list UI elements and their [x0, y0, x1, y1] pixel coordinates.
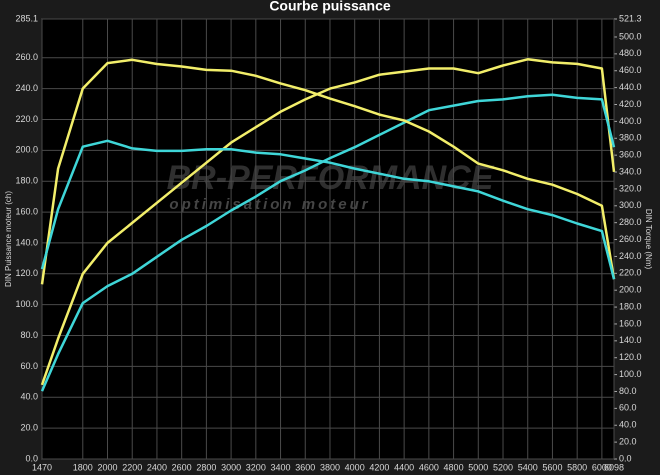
y2-tick-label: 340.0 — [619, 166, 642, 176]
y2-tick-label: 480.0 — [619, 48, 642, 58]
y-tick-label: 260.0 — [15, 52, 38, 62]
x-tick-label: 3400 — [271, 462, 291, 472]
x-tick-label: 4400 — [394, 462, 414, 472]
y-tick-label: 60.0 — [20, 361, 38, 371]
x-tick-label: 2400 — [147, 462, 167, 472]
y-tick-label: 140.0 — [15, 237, 38, 247]
y2-axis-title: DIN Torque (Nm) — [644, 209, 653, 270]
y2-tick-label: 200.0 — [619, 285, 642, 295]
y2-tick-label: 0.0 — [619, 453, 632, 463]
y-tick-label: 0.0 — [25, 453, 38, 463]
x-tick-label: 4000 — [345, 462, 365, 472]
y-tick-label: 20.0 — [20, 423, 38, 433]
y-tick-label: 200.0 — [15, 145, 38, 155]
y2-tick-label: 500.0 — [619, 31, 642, 41]
series-line — [40, 58, 616, 285]
y-tick-label: 120.0 — [15, 268, 38, 278]
y-tick-label: 285.1 — [15, 13, 38, 23]
y2-tick-label: 320.0 — [619, 183, 642, 193]
y-axis-title: DIN Puissance moteur (ch) — [4, 191, 13, 287]
y2-tick-label: 360.0 — [619, 150, 642, 160]
y2-tick-label: 140.0 — [619, 335, 642, 345]
x-tick-label: 5600 — [542, 462, 562, 472]
watermark: BR-PERFORMANCE — [167, 159, 495, 197]
y2-tick-label: 440.0 — [619, 82, 642, 92]
y2-tick-label: 240.0 — [619, 251, 642, 261]
x-tick-label: 6000 — [592, 462, 612, 472]
x-tick-label: 3200 — [246, 462, 266, 472]
y2-tick-label: 60.0 — [619, 403, 637, 413]
chart-title: Courbe puissance — [269, 0, 391, 14]
y2-tick-label: 420.0 — [619, 99, 642, 109]
x-tick-label: 4600 — [419, 462, 439, 472]
y2-tick-label: 380.0 — [619, 133, 642, 143]
x-tick-label: 6098 — [604, 462, 624, 472]
x-tick-label: 1470 — [32, 462, 52, 472]
y2-tick-label: 120.0 — [619, 352, 642, 362]
y-tick-label: 100.0 — [15, 299, 38, 309]
x-tick-label: 5200 — [493, 462, 513, 472]
y-tick-label: 160.0 — [15, 206, 38, 216]
x-tick-label: 3800 — [320, 462, 340, 472]
x-tick-label: 2600 — [172, 462, 192, 472]
x-tick-label: 3600 — [295, 462, 315, 472]
y-tick-label: 220.0 — [15, 114, 38, 124]
series-line — [40, 93, 616, 392]
plot-area — [41, 18, 615, 460]
y2-tick-label: 260.0 — [619, 234, 642, 244]
y2-tick-label: 220.0 — [619, 268, 642, 278]
x-tick-label: 3000 — [221, 462, 241, 472]
y-tick-label: 80.0 — [20, 330, 38, 340]
y2-tick-label: 280.0 — [619, 217, 642, 227]
y2-tick-label: 80.0 — [619, 386, 637, 396]
x-tick-label: 5400 — [518, 462, 538, 472]
y2-tick-label: 460.0 — [619, 65, 642, 75]
x-tick-label: 2200 — [122, 462, 142, 472]
x-tick-label: 5000 — [468, 462, 488, 472]
y2-tick-label: 180.0 — [619, 301, 642, 311]
y-tick-label: 40.0 — [20, 392, 38, 402]
x-tick-label: 4200 — [369, 462, 389, 472]
x-tick-label: 1800 — [73, 462, 93, 472]
y2-tick-label: 20.0 — [619, 436, 637, 446]
y2-tick-label: 40.0 — [619, 420, 637, 430]
y2-tick-label: 521.3 — [619, 13, 642, 23]
y2-tick-label: 400.0 — [619, 116, 642, 126]
series-line — [40, 58, 616, 386]
x-tick-label: 5800 — [567, 462, 587, 472]
y-tick-label: 240.0 — [15, 83, 38, 93]
x-tick-label: 4800 — [444, 462, 464, 472]
y-tick-label: 180.0 — [15, 176, 38, 186]
series-line — [40, 139, 616, 280]
y2-tick-label: 300.0 — [619, 200, 642, 210]
y2-tick-label: 100.0 — [619, 369, 642, 379]
x-tick-label: 2000 — [97, 462, 117, 472]
y2-tick-label: 160.0 — [619, 318, 642, 328]
x-tick-label: 2800 — [196, 462, 216, 472]
watermark: optimisation moteur — [169, 196, 370, 213]
